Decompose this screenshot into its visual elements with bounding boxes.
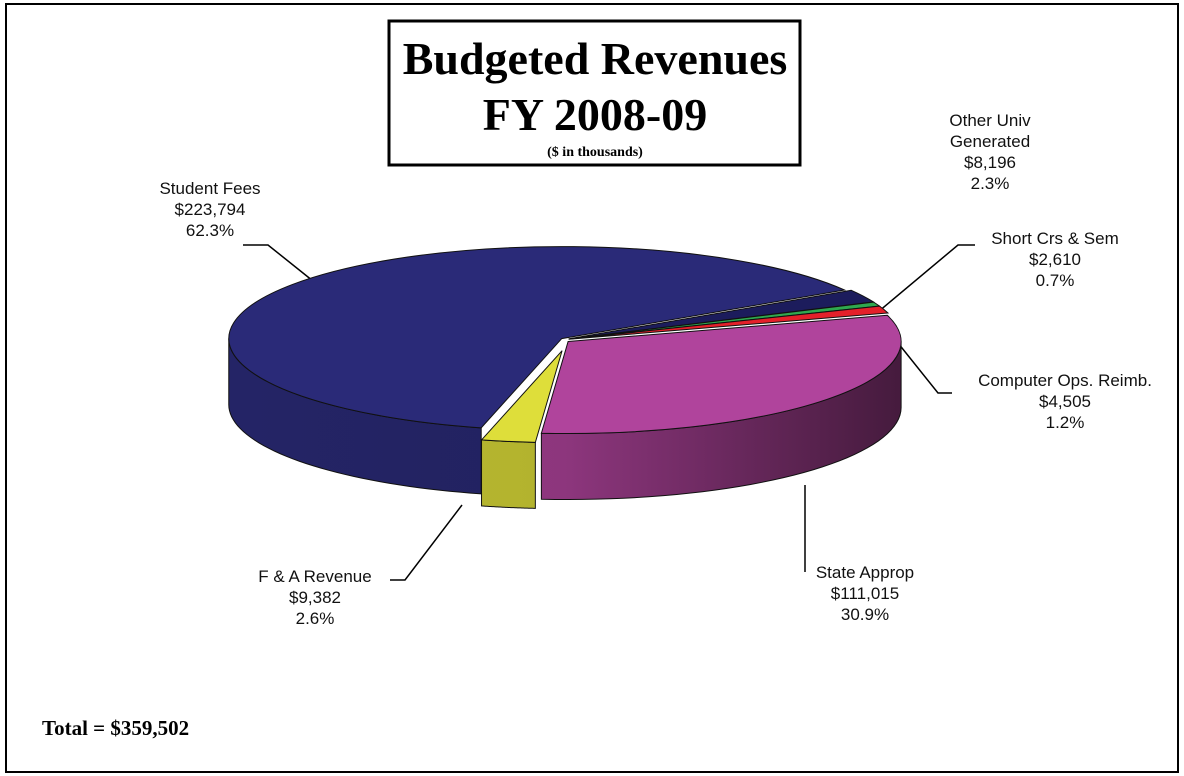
value-label: $8,196	[964, 153, 1016, 172]
leader-line	[243, 244, 319, 286]
chart-subtitle: ($ in thousands)	[547, 145, 643, 160]
title-box	[387, 19, 802, 167]
percent-label: 2.3%	[970, 174, 1010, 193]
slice	[228, 246, 847, 429]
percent-label: 62.3%	[185, 221, 235, 240]
category-label: Other Univ Generated	[949, 111, 1031, 151]
value-label: $4,505	[1039, 392, 1091, 411]
value-label: $223,794	[174, 200, 246, 219]
category-label: State Approp	[815, 563, 915, 582]
percent-label: 0.7%	[1035, 271, 1075, 290]
leader-line	[390, 504, 463, 581]
slice	[480, 350, 563, 443]
percent-label: 2.6%	[295, 609, 335, 628]
leader-lines	[243, 244, 975, 581]
category-label: Computer Ops. Reimb.	[978, 371, 1152, 390]
value-label: $111,015	[830, 584, 900, 603]
slice-label: Student Fees $223,794 62.3%	[110, 178, 310, 241]
slice-label: Computer Ops. Reimb. $4,505 1.2%	[955, 370, 1175, 433]
percent-label: 30.9%	[840, 605, 890, 624]
leader-line	[889, 332, 952, 394]
slice	[540, 314, 902, 435]
category-label: Short Crs & Sem	[991, 229, 1119, 248]
percent-label: 1.2%	[1045, 413, 1085, 432]
slice-side	[481, 439, 536, 509]
value-label: $9,382	[289, 588, 341, 607]
slice-label: Other Univ Generated $8,196 2.3%	[935, 110, 1045, 194]
category-label: Student Fees	[159, 179, 261, 198]
total-annotation: Total = $359,502	[42, 716, 189, 740]
value-label: $2,610	[1029, 250, 1081, 269]
slice	[568, 305, 890, 340]
slice-label: Short Crs & Sem $2,610 0.7%	[955, 228, 1155, 291]
slice-label: F & A Revenue $9,382 2.6%	[215, 566, 415, 629]
chart-title: Budgeted Revenues	[403, 33, 788, 84]
leader-line	[877, 244, 975, 313]
chart-title: FY 2008-09	[483, 89, 707, 140]
slice-label: State Approp $111,015 30.9%	[765, 562, 965, 625]
category-label: F & A Revenue	[258, 567, 372, 586]
